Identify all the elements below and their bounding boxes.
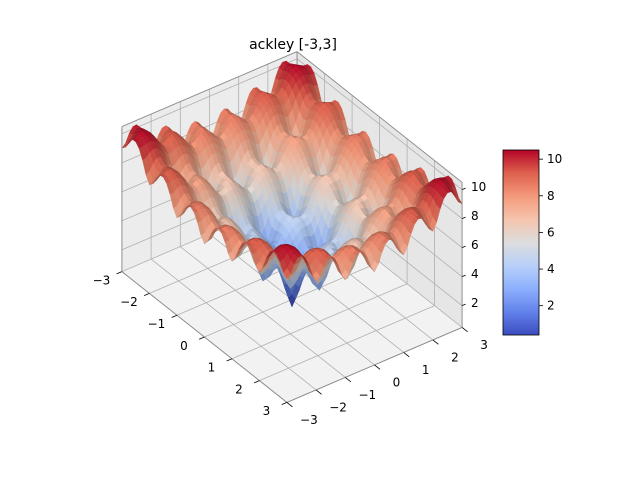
y-tick-label: −3 xyxy=(300,413,318,427)
y-tick-label: −2 xyxy=(329,400,347,414)
colorbar: 2 4 6 8 10 xyxy=(502,149,562,336)
z-tick-mark xyxy=(461,245,466,249)
chart-title: ackley [-3,3] xyxy=(249,37,337,53)
gridline-y xyxy=(180,246,346,378)
x-tick-label: 2 xyxy=(235,382,243,396)
pane-edge xyxy=(121,51,298,128)
gridline-z xyxy=(121,58,298,135)
axis-ticks: −3 −2 −1 0 1 2 3 −3 −2 −1 0 1 2 3 2 4 6 8 10 xyxy=(93,180,488,427)
x-tick-mark xyxy=(253,380,260,384)
x-tick-label: −1 xyxy=(148,317,166,331)
z-tick-mark xyxy=(461,187,466,191)
y-tick-mark xyxy=(403,352,410,358)
x-tick-label: −3 xyxy=(93,273,111,287)
z-tick-label: 8 xyxy=(471,209,479,223)
colorbar-tick-label: 10 xyxy=(547,152,562,166)
colorbar-tick-label: 2 xyxy=(547,299,555,313)
surface-plot xyxy=(121,60,463,308)
colorbar-tick-label: 4 xyxy=(547,262,555,276)
z-tick-mark xyxy=(461,274,466,278)
x-tick-mark xyxy=(281,402,288,406)
z-tick-label: 4 xyxy=(471,267,479,281)
x-tick-mark xyxy=(143,293,150,297)
z-tick-mark xyxy=(461,303,466,307)
gridline-y xyxy=(150,258,317,391)
x-tick-mark xyxy=(171,314,178,318)
y-tick-label: 2 xyxy=(451,350,459,364)
y-tick-label: −1 xyxy=(358,388,376,402)
pane-edge xyxy=(296,51,463,183)
x-tick-label: −2 xyxy=(120,295,138,309)
gridline-z xyxy=(296,58,463,190)
x-tick-label: 3 xyxy=(263,404,271,418)
z-tick-label: 10 xyxy=(471,180,486,194)
colorbar-gradient xyxy=(502,149,540,336)
x-tick-mark xyxy=(226,358,233,362)
y-tick-mark xyxy=(345,377,352,383)
z-tick-label: 6 xyxy=(471,238,479,252)
y-tick-mark xyxy=(286,402,293,408)
y-tick-mark xyxy=(374,364,381,370)
x-tick-mark xyxy=(198,336,205,340)
y-tick-mark xyxy=(461,327,468,333)
y-tick-label: 1 xyxy=(422,363,430,377)
z-tick-label: 2 xyxy=(471,296,479,310)
x-tick-mark xyxy=(116,271,123,275)
x-tick-label: 1 xyxy=(208,361,216,375)
y-tick-mark xyxy=(315,389,322,395)
y-tick-mark xyxy=(432,339,439,345)
plot-3d: −3 −2 −1 0 1 2 3 −3 −2 −1 0 1 2 3 2 4 6 8 10 xyxy=(93,51,488,427)
x-tick-label: 0 xyxy=(180,339,188,353)
z-tick-mark xyxy=(461,216,466,220)
surface-facet xyxy=(283,268,291,280)
y-tick-label: 3 xyxy=(480,338,488,352)
colorbar-ticks: 2 4 6 8 10 xyxy=(539,152,562,313)
colorbar-tick-label: 6 xyxy=(547,225,555,239)
colorbar-tick-label: 8 xyxy=(547,189,555,203)
y-tick-label: 0 xyxy=(393,375,401,389)
